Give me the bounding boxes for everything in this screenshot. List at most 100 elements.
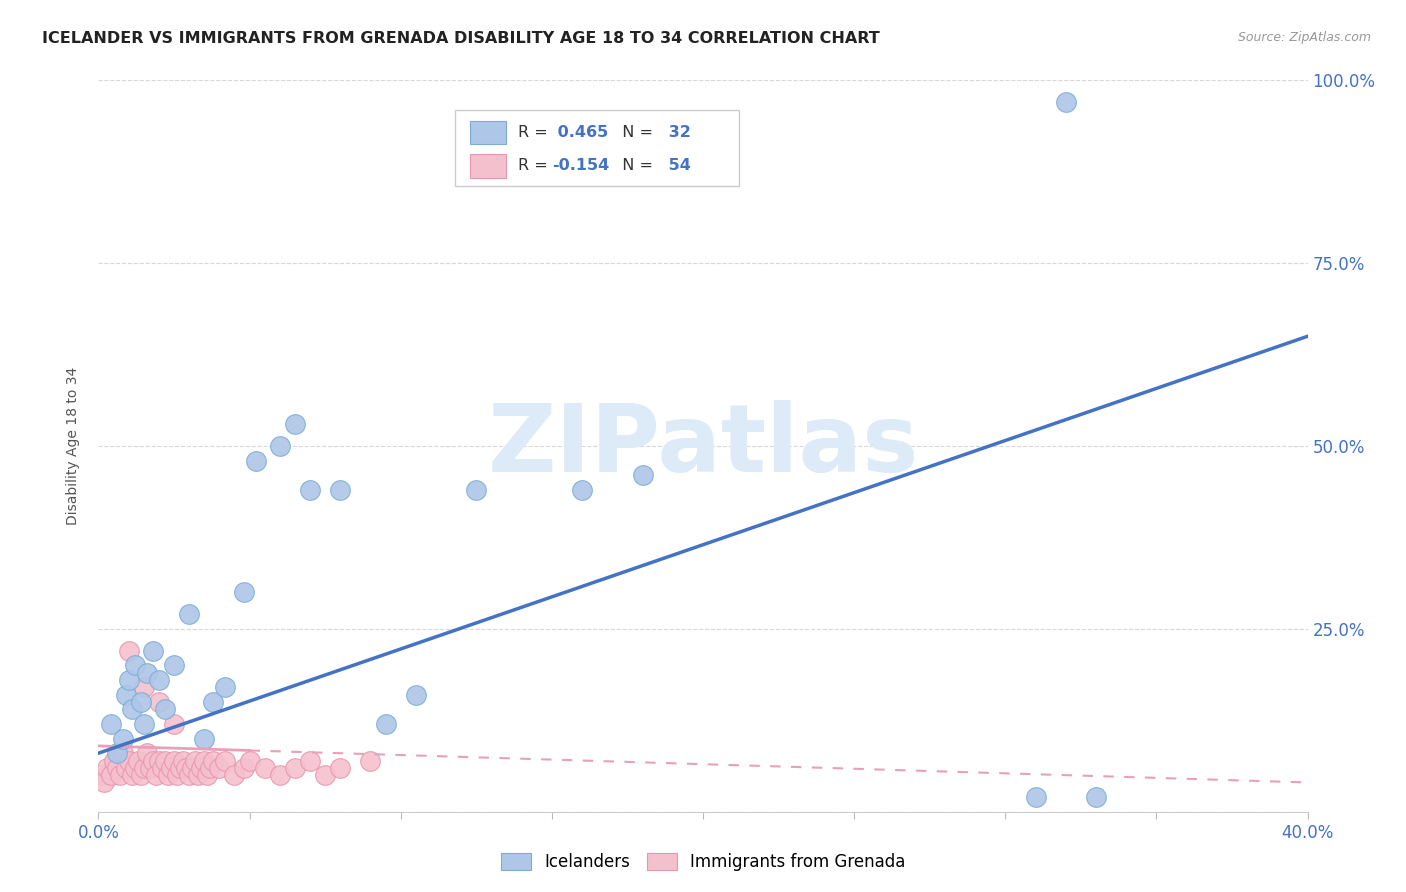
Point (195, 768, 218, 782)
Point (118, 673, 141, 687)
Point (121, 702, 143, 716)
Point (127, 754, 149, 768)
Text: R =: R = (517, 125, 553, 140)
Point (193, 754, 215, 768)
Point (232, 761, 254, 775)
Point (202, 695, 225, 709)
Point (190, 761, 212, 775)
Point (284, 417, 307, 431)
Text: ICELANDER VS IMMIGRANTS FROM GRENADA DISABILITY AGE 18 TO 34 CORRELATION CHART: ICELANDER VS IMMIGRANTS FROM GRENADA DIS… (42, 31, 880, 46)
Y-axis label: Disability Age 18 to 34: Disability Age 18 to 34 (66, 367, 80, 525)
Point (148, 754, 170, 768)
Point (163, 717, 186, 731)
Text: N =: N = (613, 125, 658, 140)
Point (150, 761, 173, 775)
Point (124, 658, 146, 673)
Point (114, 688, 136, 702)
Point (269, 439, 291, 453)
Point (187, 768, 209, 782)
Point (202, 754, 225, 768)
Point (329, 761, 352, 775)
Point (314, 768, 336, 782)
Point (405, 688, 427, 702)
Text: -0.154: -0.154 (551, 159, 609, 173)
Point (360, 754, 382, 768)
Point (132, 717, 155, 731)
Point (153, 702, 176, 716)
Point (145, 768, 167, 782)
Point (96, 761, 118, 775)
Point (129, 768, 152, 782)
Point (103, 754, 125, 768)
Point (571, 483, 593, 497)
Point (299, 754, 322, 768)
Point (135, 746, 157, 760)
Point (135, 665, 157, 680)
Point (214, 754, 236, 768)
Text: 54: 54 (664, 159, 690, 173)
Point (142, 644, 165, 658)
Point (111, 731, 134, 746)
Legend: Icelanders, Immigrants from Grenada: Icelanders, Immigrants from Grenada (492, 845, 914, 880)
Point (184, 754, 207, 768)
Point (179, 607, 201, 622)
Point (1024, 790, 1046, 805)
Point (179, 768, 201, 782)
Point (200, 761, 222, 775)
Point (166, 768, 188, 782)
Point (118, 644, 141, 658)
Point (245, 453, 267, 467)
Bar (470, 154, 506, 178)
Point (111, 746, 134, 760)
Point (1085, 790, 1108, 805)
Text: 32: 32 (664, 125, 690, 140)
Point (214, 681, 236, 695)
Point (193, 731, 215, 746)
Point (172, 754, 194, 768)
Text: Source: ZipAtlas.com: Source: ZipAtlas.com (1237, 31, 1371, 45)
Point (631, 468, 654, 483)
Point (105, 746, 128, 760)
Point (156, 768, 179, 782)
Point (329, 483, 352, 497)
Text: R =: R = (517, 159, 553, 173)
Point (174, 761, 197, 775)
Point (142, 754, 165, 768)
Point (208, 761, 231, 775)
Point (224, 768, 246, 782)
Point (148, 673, 170, 687)
Point (114, 761, 136, 775)
Point (232, 585, 254, 599)
Text: 0.465: 0.465 (551, 125, 609, 140)
Point (132, 681, 155, 695)
Point (181, 761, 204, 775)
Point (253, 761, 276, 775)
Point (374, 717, 396, 731)
Point (169, 761, 191, 775)
Point (100, 717, 122, 731)
Bar (470, 120, 506, 144)
Point (93, 775, 115, 789)
Point (284, 761, 307, 775)
Point (100, 768, 122, 782)
Point (132, 761, 155, 775)
Point (139, 761, 162, 775)
Point (239, 754, 262, 768)
Point (118, 754, 141, 768)
Text: ZIPatlas: ZIPatlas (488, 400, 918, 492)
Point (90, 768, 112, 782)
Point (1054, 95, 1077, 110)
Point (465, 483, 488, 497)
Text: N =: N = (613, 159, 658, 173)
Point (163, 658, 186, 673)
Point (105, 761, 128, 775)
Point (124, 761, 146, 775)
Point (148, 695, 170, 709)
Point (163, 754, 186, 768)
Point (299, 483, 322, 497)
Point (129, 695, 152, 709)
Point (153, 754, 176, 768)
Point (121, 768, 143, 782)
FancyBboxPatch shape (456, 110, 740, 186)
Point (269, 768, 291, 782)
